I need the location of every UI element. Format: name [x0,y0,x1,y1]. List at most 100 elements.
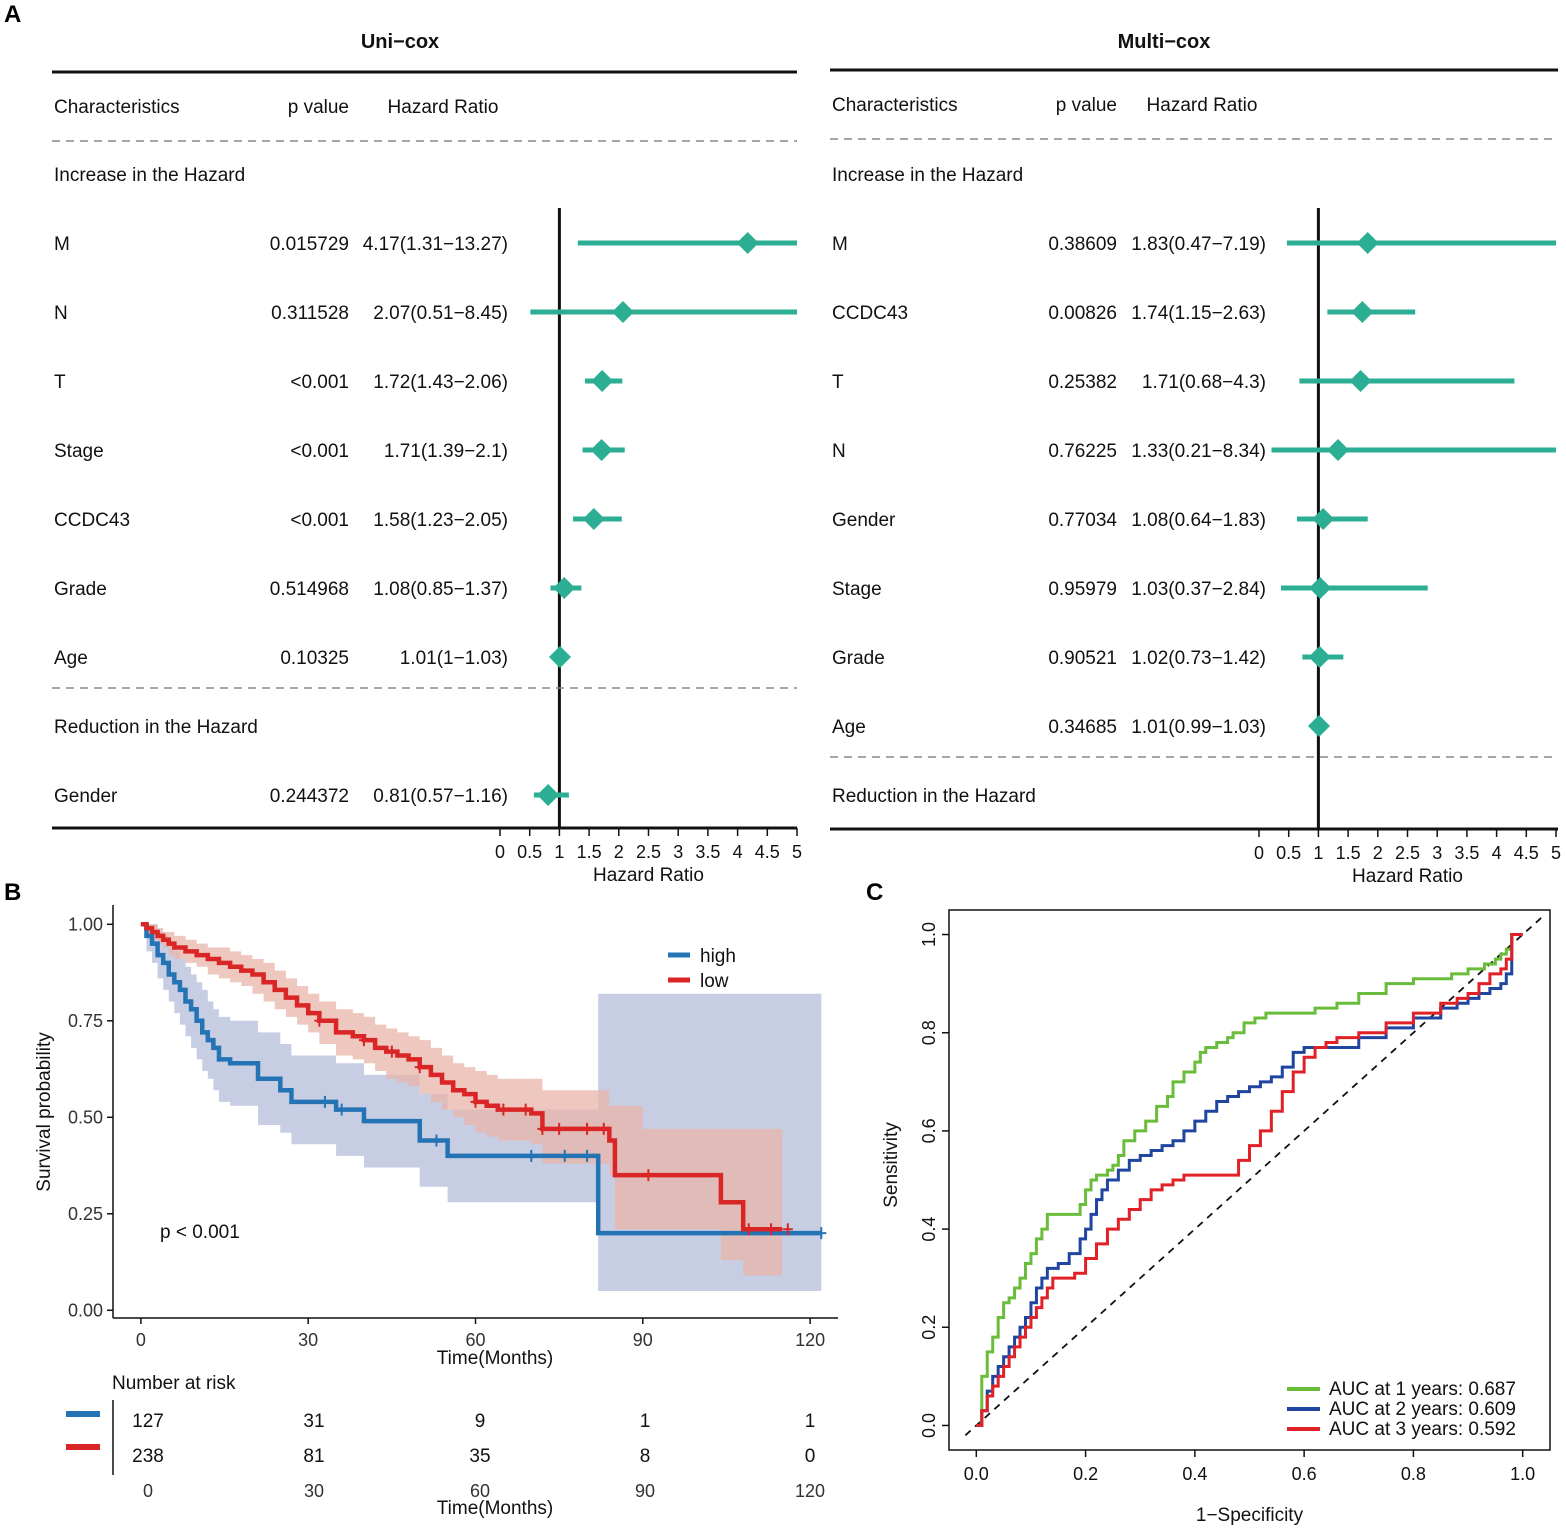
hazard-ratio-point [1307,715,1330,737]
legend-label-3-year: AUC at 3 years: 0.592 [1329,1419,1516,1440]
x-tick-label: 2 [614,842,624,862]
row-name: N [54,303,68,324]
censor-mark-low [598,1122,609,1135]
group-label-reduction: Reduction in the Hazard [832,786,1036,807]
x-tick-label: 1.0 [1510,1464,1535,1484]
row-name: CCDC43 [832,303,908,324]
row-p-value: 0.38609 [1048,234,1117,255]
roc-curve-1-year [976,933,1523,1427]
row-name: Grade [54,579,107,600]
censor-mark-low [520,1103,531,1116]
row-name: Gender [832,510,896,531]
risk-count-low: 238 [132,1446,164,1467]
row-name: Grade [832,648,885,669]
row-hazard-ratio-text: 1.08(0.64−1.83) [1131,510,1266,531]
column-header-p-value: p value [288,97,349,118]
row-p-value: 0.25382 [1048,372,1117,393]
column-header-characteristics: Characteristics [54,97,180,118]
x-tick-label: 4 [733,842,743,862]
x-tick-label: 4 [1492,843,1502,863]
row-name: T [832,372,844,393]
x-tick-label: 1.5 [1336,843,1361,863]
row-hazard-ratio-text: 1.01(0.99−1.03) [1131,717,1266,738]
hazard-ratio-point [1308,646,1331,668]
risk-count-low: 0 [805,1446,816,1467]
x-tick-label: 0 [1254,843,1264,863]
x-axis-label: Time(Months) [437,1348,553,1369]
censor-mark-high [582,1149,593,1162]
x-tick-label: 30 [298,1330,318,1350]
x-tick-label: 0 [495,842,505,862]
hazard-ratio-point [590,439,613,461]
censor-mark-low [782,1223,793,1236]
y-tick-label: 0.50 [68,1107,103,1127]
censor-mark-low [470,1095,481,1108]
row-name: T [54,372,66,393]
x-axis-label: 1−Specificity [1196,1505,1304,1526]
row-name: CCDC43 [54,510,130,531]
x-tick-label: 5 [1551,843,1561,863]
x-tick-label: 3 [673,842,683,862]
censor-mark-low [414,1061,425,1074]
legend-label-2-year: AUC at 2 years: 0.609 [1329,1399,1516,1420]
legend-label-high: high [700,946,736,967]
x-tick-label: 1 [1313,843,1323,863]
row-p-value: 0.10325 [280,648,349,669]
row-p-value: 0.34685 [1048,717,1117,738]
x-tick-label: 0.8 [1401,1464,1426,1484]
y-tick-label: 1.0 [919,922,939,947]
row-name: M [832,234,848,255]
panel-label-b: B [4,879,21,906]
x-tick-label: 0.4 [1182,1464,1207,1484]
row-hazard-ratio-text: 1.33(0.21−8.34) [1131,441,1266,462]
censor-mark-low [386,1045,397,1058]
row-hazard-ratio-text: 1.74(1.15−2.63) [1131,303,1266,324]
x-tick-label: 60 [465,1330,485,1350]
risk-count-high: 9 [475,1411,486,1432]
row-hazard-ratio-text: 0.81(0.57−1.16) [373,786,508,807]
row-hazard-ratio-text: 1.72(1.43−2.06) [373,372,508,393]
x-tick-label: 0 [136,1330,146,1350]
censor-mark-low [498,1103,509,1116]
x-tick-label: 5 [792,842,802,862]
y-tick-label: 0.75 [68,1011,103,1031]
y-tick-label: 0.25 [68,1204,103,1224]
y-tick-label: 0.8 [919,1020,939,1045]
row-p-value: <0.001 [290,510,349,531]
x-tick-label: 2.5 [636,842,661,862]
y-axis-label: Survival probability [34,1032,55,1192]
panel-label-a: A [4,1,21,28]
censor-mark-high [816,1227,827,1240]
column-header-characteristics: Characteristics [832,95,958,116]
diagonal-reference-line [964,914,1546,1436]
risk-x-tick-label: 90 [635,1481,655,1501]
y-tick-label: 1.00 [68,914,103,934]
row-p-value: 0.76225 [1048,441,1117,462]
censor-mark-low [582,1122,593,1135]
risk-x-tick-label: 120 [795,1481,825,1501]
row-p-value: 0.00826 [1048,303,1117,324]
row-p-value: <0.001 [290,372,349,393]
hazard-ratio-point [1356,232,1379,254]
x-tick-label: 1 [554,842,564,862]
risk-count-high: 127 [132,1411,164,1432]
x-tick-label: 3.5 [1454,843,1479,863]
column-header-hazard-ratio: Hazard Ratio [1147,95,1258,116]
risk-count-high: 1 [805,1411,816,1432]
column-header-hazard-ratio: Hazard Ratio [388,97,499,118]
row-p-value: 0.95979 [1048,579,1117,600]
number-at-risk-table: Number at risk 127 31 9 1 1 238 81 35 8 0 0 30 60 90 12… [66,1373,825,1519]
x-tick-label: 2.5 [1395,843,1420,863]
row-hazard-ratio-text: 1.58(1.23−2.05) [373,510,508,531]
roc-curve-3-year [976,933,1523,1427]
hazard-ratio-point [1312,508,1335,530]
y-tick-label: 0.0 [919,1413,939,1438]
y-tick-label: 0.00 [68,1300,103,1320]
x-tick-label: 2 [1373,843,1383,863]
panel-label-c: C [866,879,883,906]
censor-mark-low [743,1223,754,1236]
row-p-value: 0.244372 [270,786,349,807]
y-axis-label: Sensitivity [881,1122,902,1208]
risk-table-title: Number at risk [112,1373,236,1394]
